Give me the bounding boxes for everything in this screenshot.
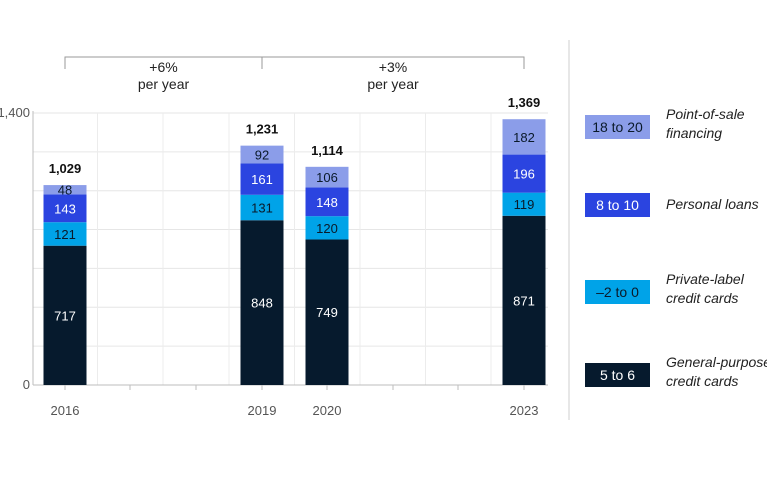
- bar-segment: [305, 166, 349, 188]
- bar-value-label: 119: [514, 197, 535, 212]
- growth-period-label: per year: [367, 76, 419, 92]
- bar-value-label: 196: [513, 167, 535, 182]
- legend-label-point-of-sale: Point-of-sale financing: [666, 106, 745, 141]
- x-tick-label: 2016: [51, 403, 80, 418]
- x-tick-label: 2019: [248, 403, 277, 418]
- bar-total-label: 1,369: [508, 95, 541, 110]
- bar-value-label: 143: [54, 201, 76, 216]
- legend-swatch-personal-loans: 8 to 10: [585, 193, 650, 217]
- legend-swatch-point-of-sale: 18 to 20: [585, 115, 650, 139]
- legend-label-general-purpose: General-purpose credit cards: [666, 354, 767, 389]
- y-tick-label: 0: [23, 377, 30, 392]
- bar-segment: [305, 239, 349, 385]
- bar-value-label: 48: [58, 183, 72, 198]
- legend-item-personal-loans: 8 to 10 Personal loans: [585, 183, 767, 227]
- bar-value-label: 848: [251, 296, 273, 311]
- growth-period-label: per year: [138, 76, 190, 92]
- bar-segment: [502, 154, 546, 193]
- bar-segment: [43, 245, 87, 385]
- bar-total-label: 1,029: [49, 161, 82, 176]
- bar-value-label: 749: [316, 305, 338, 320]
- legend-item-private-label: –2 to 0 Private-label credit cards: [585, 270, 767, 314]
- legend-item-general-purpose: 5 to 6 General-purpose credit cards: [585, 353, 767, 397]
- bar-value-label: 717: [54, 308, 76, 323]
- y-tick-label: 1,400: [0, 105, 30, 120]
- bar-segment: [502, 192, 546, 216]
- bar-value-label: 120: [316, 221, 338, 236]
- legend-swatch-general-purpose: 5 to 6: [585, 363, 650, 387]
- bar-segment: [43, 194, 87, 223]
- bar-segment: [305, 216, 349, 240]
- bar-total-label: 1,114: [311, 143, 344, 158]
- bar-segment: [502, 215, 546, 385]
- growth-bracket: [261, 56, 525, 69]
- bar-segment: [502, 119, 546, 155]
- x-tick-label: 2020: [313, 403, 342, 418]
- bar-value-label: 106: [316, 170, 338, 185]
- bar-segment: [305, 187, 349, 217]
- x-tick-label: 2023: [510, 403, 539, 418]
- bar-value-label: 161: [251, 172, 273, 187]
- legend-label-personal-loans: Personal loans: [666, 196, 759, 212]
- bar-total-label: 1,231: [246, 122, 279, 137]
- bar-segment: [240, 145, 284, 164]
- bar-value-label: 121: [54, 227, 76, 242]
- bar-segment: [43, 185, 87, 195]
- legend-label-private-label: Private-label credit cards: [666, 271, 744, 306]
- bar-value-label: 131: [251, 201, 273, 216]
- bar-segment: [240, 163, 284, 195]
- bar-segment: [240, 194, 284, 221]
- bar-segment: [240, 220, 284, 385]
- bar-value-label: 148: [316, 195, 338, 210]
- bar-value-label: 182: [513, 130, 535, 145]
- legend-swatch-private-label: –2 to 0: [585, 280, 650, 304]
- legend-item-point-of-sale: 18 to 20 Point-of-sale financing: [585, 105, 767, 149]
- growth-rate-label: +6%: [149, 59, 177, 75]
- bar-value-label: 92: [255, 148, 269, 163]
- growth-rate-label: +3%: [379, 59, 407, 75]
- bar-segment: [43, 222, 87, 246]
- bar-value-label: 871: [513, 293, 535, 308]
